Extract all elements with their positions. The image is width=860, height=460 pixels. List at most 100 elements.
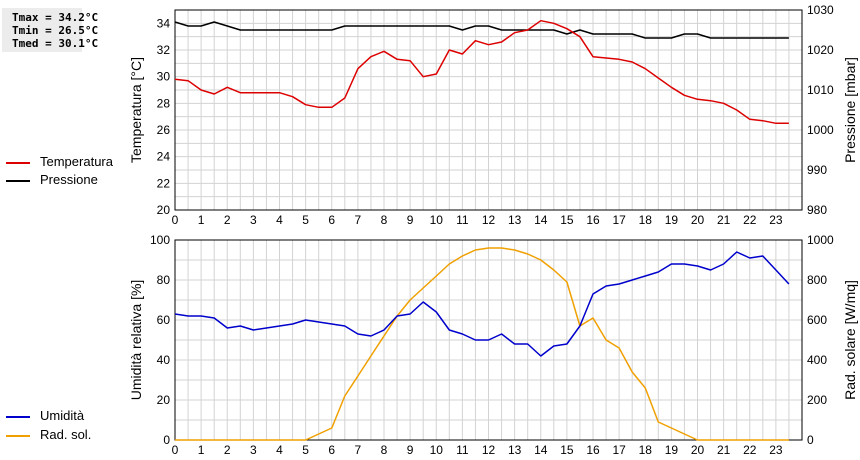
bottom-x-tick-label: 13 <box>508 443 522 457</box>
top-y2-tick-label: 1030 <box>807 3 834 17</box>
bottom-x-tick-label: 3 <box>250 443 257 457</box>
top-x-tick-label: 5 <box>302 213 309 227</box>
bottom-x-tick-label: 10 <box>430 443 444 457</box>
bottom-y-tick-label: 40 <box>157 353 171 367</box>
top-chart: 0 1 2 3 4 5 6 7 8 9 10 11 12 13 14 15 16 17 18 19 20 21 22 2320… <box>128 3 858 227</box>
bottom-series-rad-sol-line <box>175 247 789 441</box>
bottom-y2-tick-label: 0 <box>807 433 814 447</box>
top-x-tick-label: 14 <box>534 213 548 227</box>
bottom-x-tick-label: 20 <box>691 443 705 457</box>
top-series-pressione-line <box>174 21 789 39</box>
top-y2-tick-label: 990 <box>807 163 827 177</box>
top-x-tick-label: 11 <box>456 213 469 227</box>
bottom-x-tick-label: 1 <box>198 443 205 457</box>
top-y-tick-label: 20 <box>157 203 171 217</box>
legend-solar-swatch <box>6 434 30 437</box>
top-x-tick-label: 19 <box>665 213 679 227</box>
bottom-x-tick-label: 7 <box>355 443 362 457</box>
bottom-x-tick-label: 2 <box>224 443 231 457</box>
top-y2-axis-title: Pressione [mbar] <box>842 57 858 163</box>
bottom-x-tick-label: 11 <box>456 443 469 457</box>
top-plot-border <box>174 9 803 211</box>
legend-temperature-label: Temperatura <box>40 154 113 169</box>
bottom-y-tick-label: 20 <box>157 393 171 407</box>
bottom-x-tick-label: 22 <box>743 443 757 457</box>
top-series-temperatura-line <box>174 19 789 125</box>
bottom-x-tick-label: 6 <box>328 443 335 457</box>
bottom-y2-axis-title: Rad. solare [W/mq] <box>842 280 858 400</box>
top-x-tick-label: 6 <box>328 213 335 227</box>
top-y2-tick-label: 980 <box>807 203 827 217</box>
top-y-tick-label: 32 <box>157 43 171 57</box>
top-x-tick-label: 0 <box>172 213 179 227</box>
legend-humidity-label: Umidità <box>40 408 85 423</box>
top-x-tick-label: 7 <box>355 213 362 227</box>
legend-pressure-label: Pressione <box>40 172 98 187</box>
top-y2-tick-label: 1020 <box>807 43 834 57</box>
bottom-chart: 0 1 2 3 4 5 6 7 8 9 10 11 12 13 14 15 16 17 18 19 20 21 22 2302… <box>128 233 858 457</box>
top-x-tick-label: 9 <box>407 213 414 227</box>
legend-pressure-swatch <box>6 179 30 182</box>
top-y-tick-label: 24 <box>157 150 171 164</box>
top-x-tick-label: 17 <box>612 213 626 227</box>
top-x-tick-label: 15 <box>560 213 574 227</box>
bottom-y-tick-label: 80 <box>157 273 171 287</box>
top-x-tick-label: 2 <box>224 213 231 227</box>
top-x-tick-label: 12 <box>482 213 496 227</box>
bottom-y-axis-title: Umidità relativa [%] <box>128 280 144 401</box>
bottom-x-tick-label: 5 <box>302 443 309 457</box>
bottom-x-tick-label: 23 <box>769 443 783 457</box>
bottom-x-tick-label: 9 <box>407 443 414 457</box>
top-y-tick-label: 34 <box>157 16 171 30</box>
top-y2-tick-label: 1010 <box>807 83 834 97</box>
bottom-x-tick-label: 18 <box>639 443 653 457</box>
bottom-y2-tick-label: 1000 <box>807 233 834 247</box>
top-y-tick-label: 30 <box>157 70 171 84</box>
tmax-label: Tmax = 34.2°C <box>12 11 99 24</box>
legend-temperature: Temperatura <box>6 154 113 169</box>
top-x-tick-label: 21 <box>717 213 731 227</box>
top-x-tick-label: 1 <box>198 213 205 227</box>
legend-humidity-swatch <box>6 415 30 418</box>
bottom-x-tick-label: 15 <box>560 443 574 457</box>
bottom-x-tick-label: 21 <box>717 443 731 457</box>
top-x-tick-label: 20 <box>691 213 705 227</box>
legend-solar-label: Rad. sol. <box>40 427 92 442</box>
bottom-plot-border <box>174 239 803 441</box>
legend-humidity: Umidità <box>6 408 84 423</box>
top-y2-tick-label: 1000 <box>807 123 834 137</box>
top-x-tick-label: 16 <box>586 213 600 227</box>
bottom-y2-tick-label: 400 <box>807 353 827 367</box>
legend-pressure: Pressione <box>6 172 98 187</box>
bottom-y-tick-label: 60 <box>157 313 171 327</box>
bottom-x-tick-label: 0 <box>172 443 179 457</box>
top-x-tick-label: 10 <box>430 213 444 227</box>
bottom-x-tick-label: 19 <box>665 443 679 457</box>
tmed-label: Tmed = 30.1°C <box>12 37 99 50</box>
top-y-tick-label: 28 <box>157 96 171 110</box>
top-y-axis-title: Temperatura [°C] <box>128 57 144 163</box>
top-y-tick-label: 22 <box>157 176 171 190</box>
top-x-tick-label: 8 <box>381 213 388 227</box>
top-x-tick-label: 3 <box>250 213 257 227</box>
top-x-tick-label: 13 <box>508 213 522 227</box>
legend-temperature-swatch <box>6 161 30 164</box>
stats-box: Tmax = 34.2°C Tmin = 26.5°C Tmed = 30.1°… <box>2 8 98 52</box>
top-y-tick-label: 26 <box>157 123 171 137</box>
bottom-y2-tick-label: 600 <box>807 313 827 327</box>
bottom-y2-tick-label: 800 <box>807 273 827 287</box>
top-x-tick-label: 18 <box>639 213 653 227</box>
bottom-x-tick-label: 16 <box>586 443 600 457</box>
bottom-x-tick-label: 14 <box>534 443 548 457</box>
legend-solar: Rad. sol. <box>6 427 91 442</box>
top-x-tick-label: 22 <box>743 213 757 227</box>
bottom-y2-tick-label: 200 <box>807 393 827 407</box>
bottom-x-tick-label: 17 <box>612 443 626 457</box>
bottom-series-umidit-line <box>174 251 790 357</box>
tmin-label: Tmin = 26.5°C <box>12 24 99 37</box>
top-x-tick-label: 4 <box>276 213 283 227</box>
bottom-y-tick-label: 100 <box>150 233 170 247</box>
bottom-x-tick-label: 12 <box>482 443 496 457</box>
bottom-x-tick-label: 8 <box>381 443 388 457</box>
